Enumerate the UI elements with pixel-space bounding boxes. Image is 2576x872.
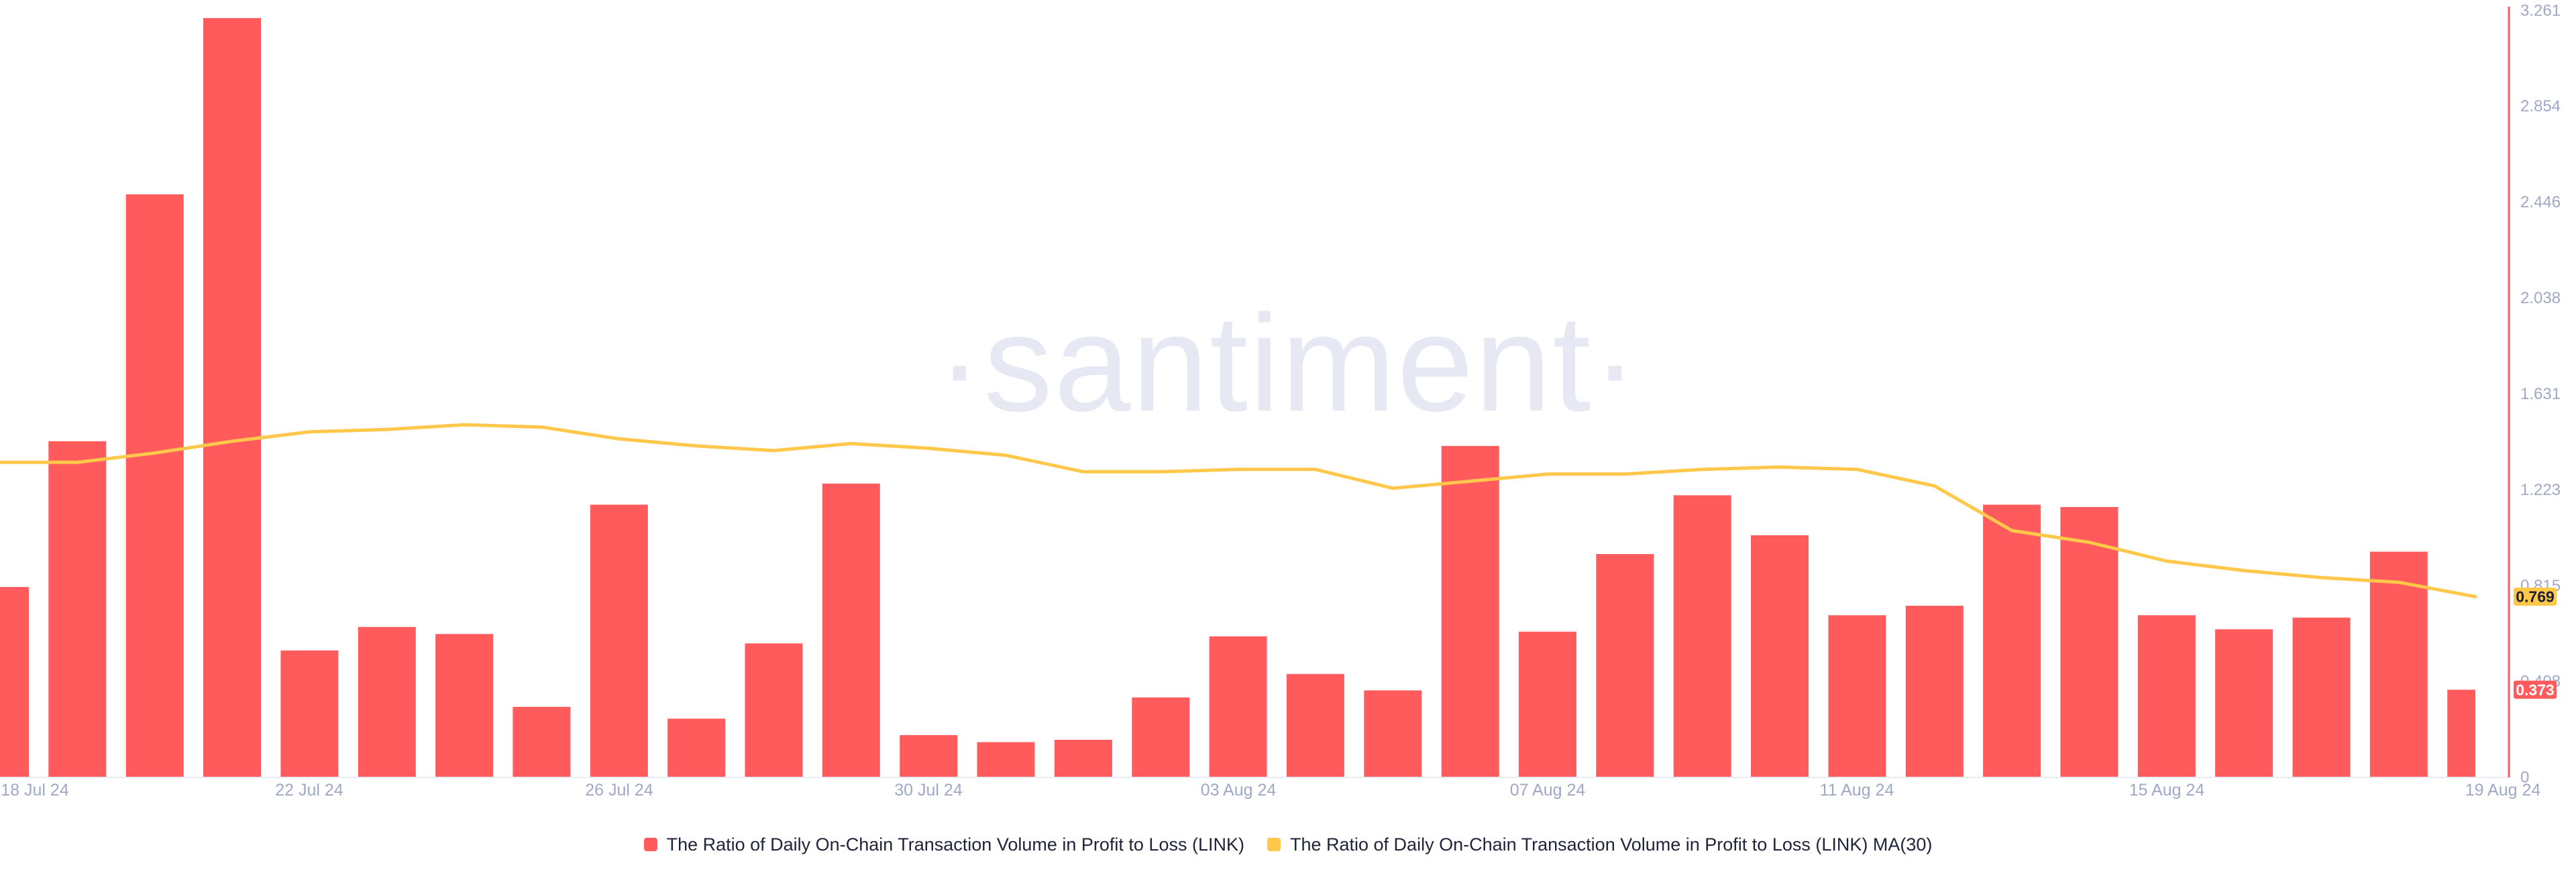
volume-ratio-bar[interactable] bbox=[667, 718, 726, 777]
bar-last-value-badge-bg bbox=[2514, 680, 2557, 699]
x-tick-label: 18 Jul 24 bbox=[1, 781, 69, 800]
volume-ratio-bar[interactable] bbox=[2447, 690, 2475, 777]
volume-ratio-bar[interactable] bbox=[1828, 615, 1886, 777]
volume-ratio-bar[interactable] bbox=[977, 742, 1035, 777]
volume-ratio-bar[interactable] bbox=[1905, 606, 1964, 777]
x-tick-label: 22 Jul 24 bbox=[275, 781, 343, 800]
y-tick-label: 3.261 bbox=[2520, 2, 2561, 20]
ratio-series-swatch bbox=[643, 838, 657, 851]
x-tick-label: 30 Jul 24 bbox=[894, 781, 963, 800]
volume-ratio-bar[interactable] bbox=[1751, 535, 1809, 777]
volume-ratio-bar[interactable] bbox=[2292, 617, 2351, 777]
volume-ratio-bar[interactable] bbox=[435, 634, 494, 777]
volume-ratio-bar[interactable] bbox=[745, 643, 803, 777]
y-tick-label: 2.446 bbox=[2520, 193, 2561, 211]
volume-ratio-bar[interactable] bbox=[203, 17, 261, 777]
volume-ratio-bar[interactable] bbox=[822, 483, 880, 777]
ma-series-swatch bbox=[1267, 838, 1281, 851]
volume-ratio-bar[interactable] bbox=[1364, 690, 1422, 777]
volume-ratio-bar[interactable] bbox=[1596, 554, 1654, 777]
legend-item-ma[interactable]: The Ratio of Daily On-Chain Transaction … bbox=[1267, 834, 1932, 855]
volume-ratio-bar[interactable] bbox=[1209, 636, 1267, 777]
volume-ratio-bar[interactable] bbox=[1983, 504, 2041, 777]
volume-ratio-bar[interactable] bbox=[1054, 739, 1112, 777]
volume-ratio-bar[interactable] bbox=[280, 650, 339, 777]
volume-ratio-bar[interactable] bbox=[2369, 551, 2428, 778]
volume-ratio-bar[interactable] bbox=[1519, 631, 1576, 777]
volume-ratio-bar[interactable] bbox=[358, 626, 416, 777]
x-tick-label: 26 Jul 24 bbox=[585, 781, 653, 800]
ma-series-label: The Ratio of Daily On-Chain Transaction … bbox=[1289, 834, 1933, 855]
volume-ratio-bar[interactable] bbox=[2137, 615, 2196, 777]
ma-last-value-badge: 0.769 bbox=[2516, 588, 2555, 605]
volume-ratio-bar[interactable] bbox=[48, 441, 107, 777]
volume-ratio-bar[interactable] bbox=[1441, 445, 1499, 777]
ma30-line[interactable] bbox=[0, 423, 2477, 598]
y-tick-label: 1.223 bbox=[2520, 481, 2561, 499]
y-tick-label: 0 bbox=[2520, 769, 2529, 787]
volume-ratio-bar[interactable] bbox=[1286, 673, 1344, 777]
y-tick-label: 2.038 bbox=[2520, 289, 2561, 307]
volume-ratio-bar[interactable] bbox=[2060, 506, 2118, 777]
y-tick-label: 2.854 bbox=[2520, 97, 2561, 115]
volume-ratio-bar[interactable] bbox=[1132, 697, 1190, 777]
x-tick-label: 19 Aug 24 bbox=[2465, 781, 2541, 800]
x-tick-label: 11 Aug 24 bbox=[1820, 781, 1894, 800]
volume-ratio-bar[interactable] bbox=[513, 706, 571, 777]
ratio-series-label: The Ratio of Daily On-Chain Transaction … bbox=[666, 834, 1244, 855]
x-axis-tick-labels: 18 Jul 24 22 Jul 24 26 Jul 24 30 Jul 24 03 A… bbox=[1, 781, 2540, 800]
volume-ratio-bar[interactable] bbox=[2215, 629, 2273, 777]
volume-ratio-bar[interactable] bbox=[0, 587, 29, 777]
x-tick-label: 07 Aug 24 bbox=[1510, 781, 1586, 800]
x-tick-label: 15 Aug 24 bbox=[2129, 781, 2205, 800]
volume-ratio-bar[interactable] bbox=[590, 504, 648, 777]
x-tick-label: 03 Aug 24 bbox=[1201, 781, 1277, 800]
volume-ratio-bar[interactable] bbox=[900, 734, 958, 777]
legend: The Ratio of Daily On-Chain Transaction … bbox=[0, 834, 2576, 855]
last-value-badges: 0.769 0.373 bbox=[2514, 588, 2557, 699]
volume-ratio-bar[interactable] bbox=[125, 194, 184, 777]
bars-group bbox=[0, 17, 2475, 778]
santiment-watermark: ·santiment· bbox=[936, 286, 1640, 440]
y-tick-label: 1.631 bbox=[2520, 385, 2561, 403]
volume-ratio-bar[interactable] bbox=[1673, 495, 1731, 777]
ma-last-value-badge-bg bbox=[2514, 588, 2557, 606]
legend-item-ratio[interactable]: The Ratio of Daily On-Chain Transaction … bbox=[643, 834, 1244, 855]
bar-last-value-badge: 0.373 bbox=[2516, 681, 2555, 698]
